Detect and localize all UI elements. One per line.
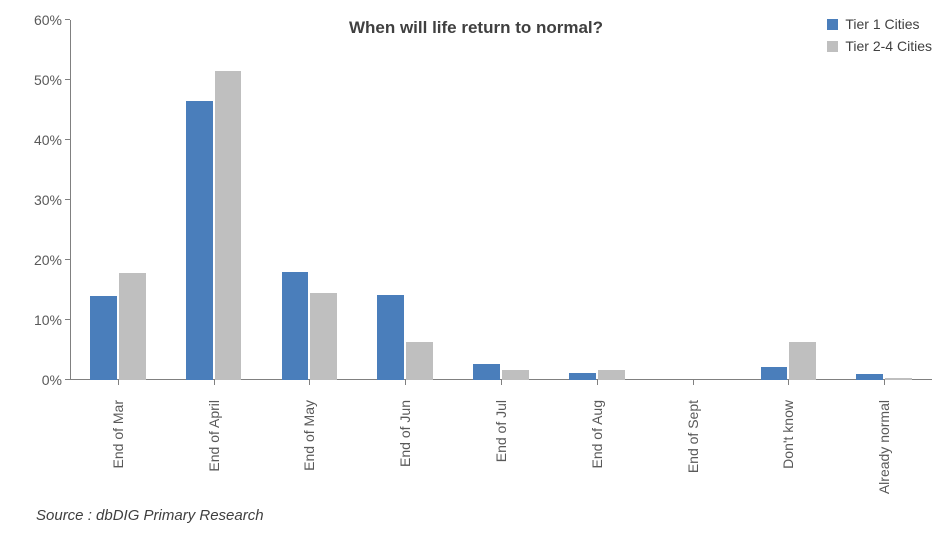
y-axis-label: 40%	[34, 132, 70, 148]
x-axis-tick	[405, 380, 406, 385]
bar	[789, 342, 816, 380]
bar-group: Already normal	[836, 20, 932, 380]
bar	[856, 374, 883, 380]
bar-group: End of Mar	[70, 20, 166, 380]
bar	[569, 373, 596, 380]
source-attribution: Source : dbDIG Primary Research	[36, 507, 264, 524]
x-axis-label: End of May	[301, 390, 317, 471]
bar	[502, 370, 529, 380]
bar	[90, 296, 117, 380]
x-axis-tick	[214, 380, 215, 385]
bar	[215, 71, 242, 380]
bar	[310, 293, 337, 380]
y-axis-tick	[65, 19, 70, 20]
y-axis-tick	[65, 379, 70, 380]
chart-container: When will life return to normal? Tier 1 …	[0, 0, 952, 542]
x-axis-label: End of April	[206, 390, 222, 472]
bar	[282, 272, 309, 380]
x-axis-label: End of Mar	[110, 390, 126, 468]
x-axis-tick	[788, 380, 789, 385]
x-axis-tick	[884, 380, 885, 385]
bar-group: End of May	[262, 20, 358, 380]
y-axis-tick	[65, 319, 70, 320]
bar-group: End of April	[166, 20, 262, 380]
bar-group: End of Jul	[453, 20, 549, 380]
x-axis-tick	[501, 380, 502, 385]
bar-group: End of Sept	[645, 20, 741, 380]
bar	[473, 364, 500, 380]
x-axis-tick	[118, 380, 119, 385]
x-axis-tick	[597, 380, 598, 385]
x-axis-label: End of Jul	[493, 390, 509, 462]
bar-group: End of Aug	[549, 20, 645, 380]
plot-area: End of MarEnd of AprilEnd of MayEnd of J…	[70, 20, 932, 380]
y-axis-tick	[65, 259, 70, 260]
y-axis-label: 60%	[34, 12, 70, 28]
bar-group: Don't know	[740, 20, 836, 380]
x-axis-label: End of Aug	[589, 390, 605, 469]
bar	[761, 367, 788, 380]
y-axis-label: 0%	[42, 372, 70, 388]
x-axis-label: Don't know	[780, 390, 796, 469]
x-axis-tick	[309, 380, 310, 385]
bar-group: End of Jun	[357, 20, 453, 380]
x-axis-label: Already normal	[876, 390, 892, 494]
x-axis-label: End of Sept	[685, 390, 701, 473]
y-axis-label: 30%	[34, 192, 70, 208]
y-axis-tick	[65, 139, 70, 140]
y-axis-tick	[65, 79, 70, 80]
x-axis-label: End of Jun	[397, 390, 413, 467]
bar	[406, 342, 433, 380]
x-axis-tick	[693, 380, 694, 385]
bar	[186, 101, 213, 380]
y-axis-label: 10%	[34, 312, 70, 328]
bar-groups: End of MarEnd of AprilEnd of MayEnd of J…	[70, 20, 932, 380]
bar	[119, 273, 146, 380]
bar	[598, 370, 625, 380]
bar	[377, 295, 404, 380]
y-axis-tick	[65, 199, 70, 200]
y-axis-label: 50%	[34, 72, 70, 88]
y-axis-label: 20%	[34, 252, 70, 268]
bar	[885, 378, 912, 380]
